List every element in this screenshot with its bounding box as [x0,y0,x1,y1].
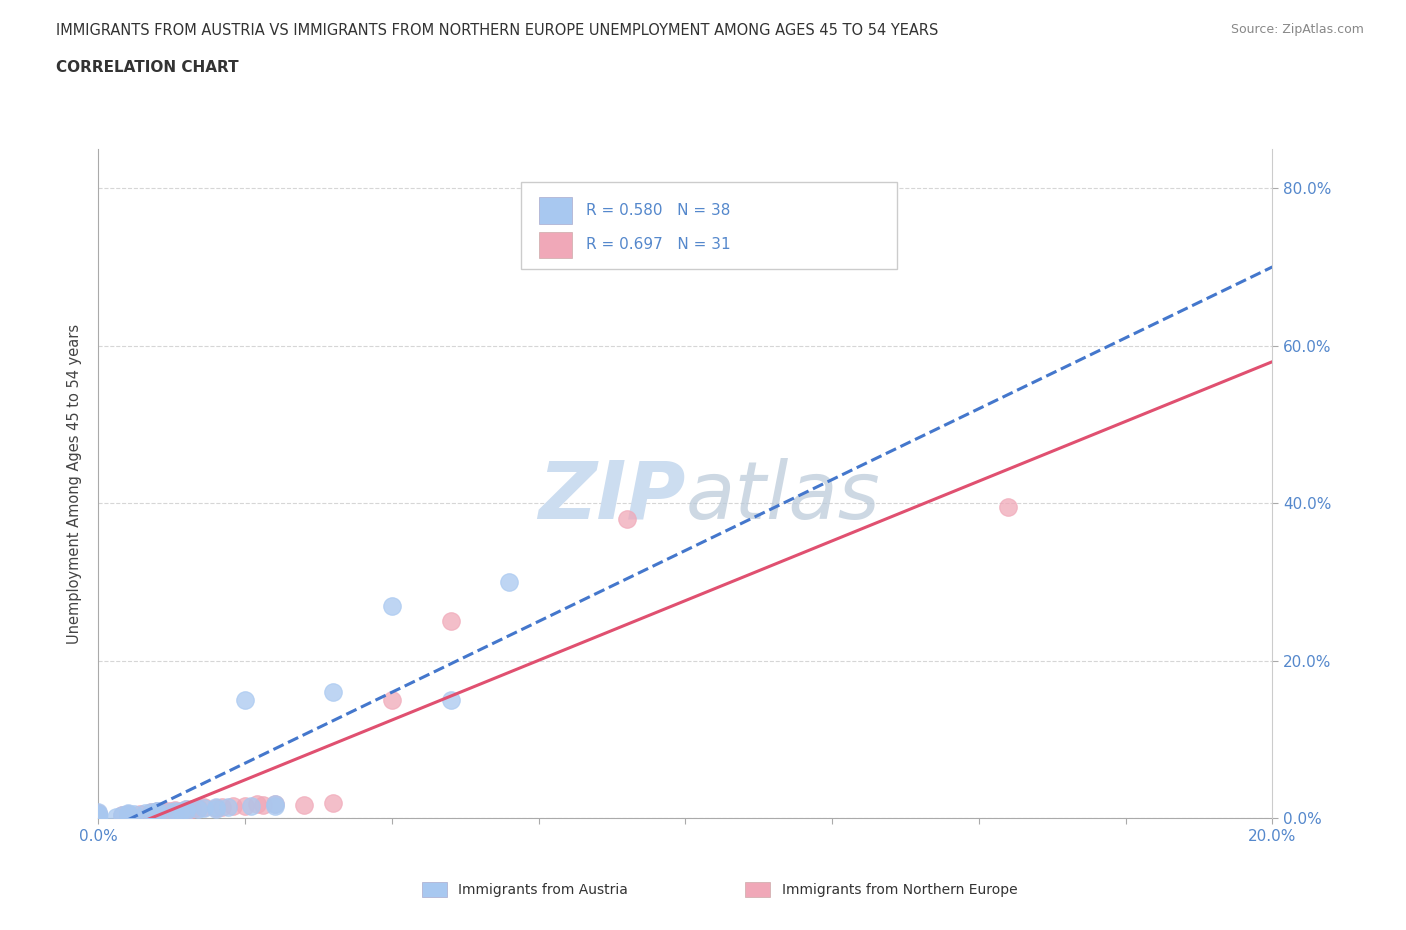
Point [87,804,110,819]
Point [157,804,180,819]
Point [187,802,209,817]
Point [87,808,110,823]
Point [87,811,110,826]
Point [87,807,110,822]
Point [176,802,198,817]
Text: Immigrants from Northern Europe: Immigrants from Northern Europe [782,883,1018,897]
Point [146,804,169,818]
Text: R = 0.580   N = 38: R = 0.580 N = 38 [586,203,730,218]
Point [263,797,285,812]
Point [322,795,344,810]
Point [128,807,150,822]
Point [381,598,404,613]
Point [87,809,110,824]
Point [146,804,169,818]
Point [157,804,180,818]
Point [87,811,110,826]
Point [440,614,463,629]
Y-axis label: Unemployment Among Ages 45 to 54 years: Unemployment Among Ages 45 to 54 years [67,324,83,644]
Point [246,797,269,812]
Point [252,798,274,813]
Point [87,811,110,826]
Point [263,797,285,812]
Point [87,808,110,823]
Point [233,693,256,708]
Point [205,799,228,814]
Point [181,802,204,817]
Text: IMMIGRANTS FROM AUSTRIA VS IMMIGRANTS FROM NORTHERN EUROPE UNEMPLOYMENT AMONG AG: IMMIGRANTS FROM AUSTRIA VS IMMIGRANTS FR… [56,23,939,38]
Bar [522,182,897,270]
Point [122,806,145,821]
Point [141,804,163,819]
Point [87,808,110,823]
Point [381,693,404,708]
Point [87,806,110,821]
Point [176,804,198,818]
Point [240,798,263,813]
Point [440,693,463,708]
Text: atlas: atlas [686,458,880,536]
Point [211,799,233,814]
Point [134,805,156,820]
Point [193,800,215,815]
Point [87,811,110,826]
Point [111,808,134,823]
Point [292,798,315,813]
Point [187,801,209,816]
Bar [538,232,572,259]
Point [205,801,228,816]
Point [616,512,638,526]
Point [205,802,228,817]
Point [222,798,245,813]
Point [233,798,256,813]
Point [152,804,174,818]
Text: R = 0.697   N = 31: R = 0.697 N = 31 [586,237,730,252]
Bar [538,197,572,223]
Point [163,803,186,817]
Point [117,805,139,820]
Text: Immigrants from Austria: Immigrants from Austria [458,883,628,897]
Point [498,575,520,590]
Point [163,804,186,818]
Point [141,804,163,819]
Point [146,806,169,821]
Point [117,806,139,821]
Point [322,684,344,699]
Point [117,807,139,822]
Text: Source: ZipAtlas.com: Source: ZipAtlas.com [1230,23,1364,36]
Text: CORRELATION CHART: CORRELATION CHART [56,60,239,75]
Point [217,800,239,815]
Point [87,811,110,826]
Point [176,804,198,818]
Point [105,809,128,824]
Text: ZIP: ZIP [538,458,686,536]
Point [87,811,110,826]
Point [263,798,285,813]
Point [169,804,191,818]
Point [87,805,110,820]
Point [111,808,134,823]
Point [193,801,215,816]
Point [146,804,169,818]
Point [997,499,1019,514]
Point [176,802,198,817]
Point [87,807,110,822]
